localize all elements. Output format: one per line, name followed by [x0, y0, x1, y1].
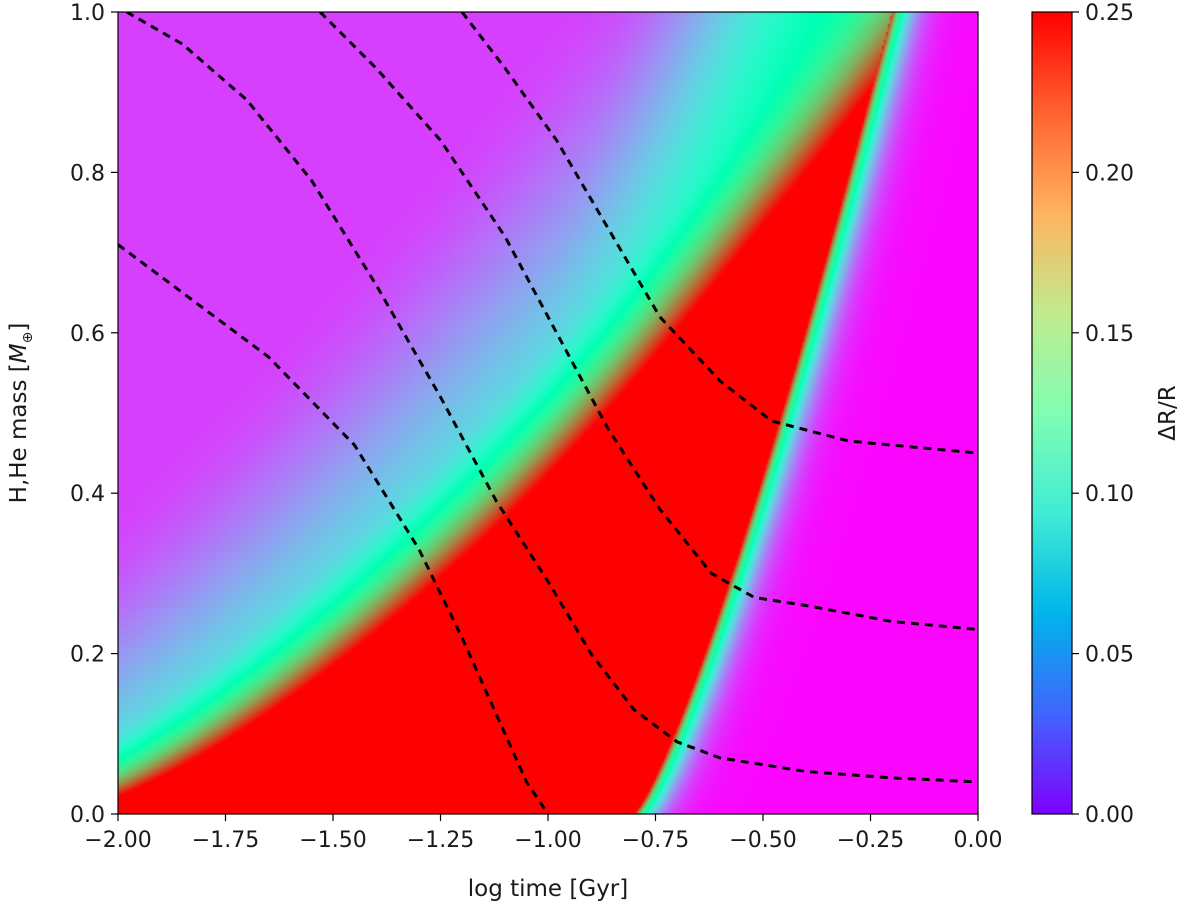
x-tick-label: −1.25 — [407, 828, 474, 853]
x-tick-label: 0.00 — [954, 828, 1003, 853]
colorbar-tick-label: 0.05 — [1085, 643, 1134, 668]
x-tick-label: −0.75 — [622, 828, 689, 853]
contour-lines — [118, 12, 978, 814]
x-axis: −2.00 −1.75 −1.50 −1.25 −1.00 −0.75 −0.50 −0.25… — [84, 814, 1002, 853]
y-tick-label: 0.8 — [70, 161, 105, 186]
x-axis-label: log time [Gyr] — [468, 876, 628, 902]
y-axis-label: H,He mass [M⊕] — [6, 323, 36, 504]
x-tick-label: −2.00 — [84, 828, 151, 853]
y-tick-label: 0.4 — [70, 482, 105, 507]
colorbar-tick-label: 0.25 — [1085, 1, 1134, 26]
y-tick-label: 1.0 — [70, 1, 105, 26]
y-tick-label: 0.2 — [70, 643, 105, 668]
x-tick-label: −1.00 — [514, 828, 581, 853]
colorbar-gradient — [1032, 12, 1072, 814]
colorbar-label: ΔR/R — [1155, 385, 1181, 440]
y-tick-label: 0.6 — [70, 322, 105, 347]
colorbar-tick-label: 0.15 — [1085, 322, 1134, 347]
colorbar-tick-label: 0.00 — [1085, 803, 1134, 828]
heatmap-field — [118, 12, 978, 814]
colorbar-tick-label: 0.10 — [1085, 482, 1134, 507]
x-tick-label: −1.50 — [299, 828, 366, 853]
x-tick-label: −0.50 — [729, 828, 796, 853]
colorbar-tick-label: 0.20 — [1085, 161, 1134, 186]
colorbar-axis: 0.00 0.05 0.10 0.15 0.20 0.25 — [1072, 1, 1134, 828]
plot-area — [117, 11, 979, 815]
colorbar: 0.00 0.05 0.10 0.15 0.20 0.25 — [1031, 1, 1134, 828]
colorbar-frame — [1031, 11, 1073, 815]
x-tick-label: −0.25 — [837, 828, 904, 853]
contour-line — [125, 12, 978, 784]
contour-line — [319, 12, 978, 631]
contour-line — [118, 243, 550, 814]
y-axis: 0.0 0.2 0.4 0.6 0.8 1.0 — [70, 1, 118, 828]
x-tick-label: −1.75 — [192, 828, 259, 853]
contour-line — [460, 12, 978, 455]
y-tick-label: 0.0 — [70, 803, 105, 828]
